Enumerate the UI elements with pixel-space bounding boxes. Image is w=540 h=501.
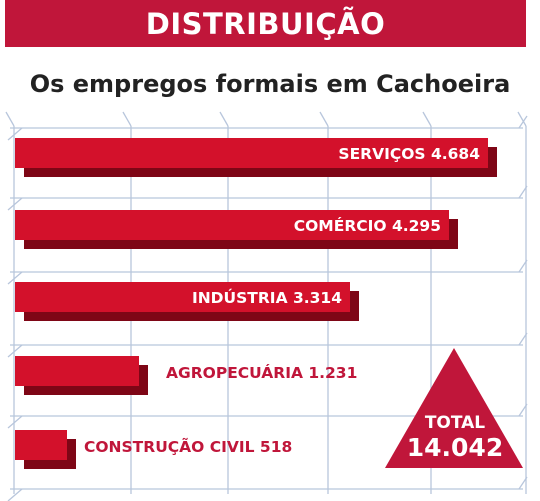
label-agropecuaria: AGROPECUÁRIA 1.231 <box>166 363 357 382</box>
header-title: DISTRIBUIÇÃO <box>145 6 386 41</box>
grid-cap-left <box>7 415 23 429</box>
label-industria: INDÚSTRIA 3.314 <box>192 288 342 307</box>
grid-cap-left <box>7 271 23 285</box>
grid-cap-left <box>7 127 23 141</box>
chart-title: Os empregos formais em Cachoeira <box>29 70 511 98</box>
bar-comercio <box>15 210 449 240</box>
grid-line-v-top <box>422 111 432 127</box>
grid-line-v-top <box>517 111 527 127</box>
grid-line-v-top <box>122 111 132 127</box>
bar-agropecuaria <box>15 356 139 386</box>
total-triangle <box>385 348 523 468</box>
grid-line-v-top <box>319 111 329 127</box>
bar-industria <box>15 282 350 312</box>
total-value: 14.042 <box>407 433 503 462</box>
grid-cap-left <box>7 488 23 501</box>
total-label: TOTAL <box>425 413 485 433</box>
grid-cap-left <box>7 197 23 211</box>
bar-construcao-civil <box>15 430 67 460</box>
header-banner: DISTRIBUIÇÃO <box>5 0 526 47</box>
label-construcao-civil: CONSTRUÇÃO CIVIL 518 <box>84 437 292 456</box>
grid-cap-left <box>7 344 23 358</box>
bar-servicos <box>15 138 488 168</box>
grid-line-v-top <box>5 111 15 127</box>
label-comercio: COMÉRCIO 4.295 <box>294 216 441 235</box>
label-servicos: SERVIÇOS 4.684 <box>338 145 480 163</box>
grid-line-v-top <box>219 111 229 127</box>
